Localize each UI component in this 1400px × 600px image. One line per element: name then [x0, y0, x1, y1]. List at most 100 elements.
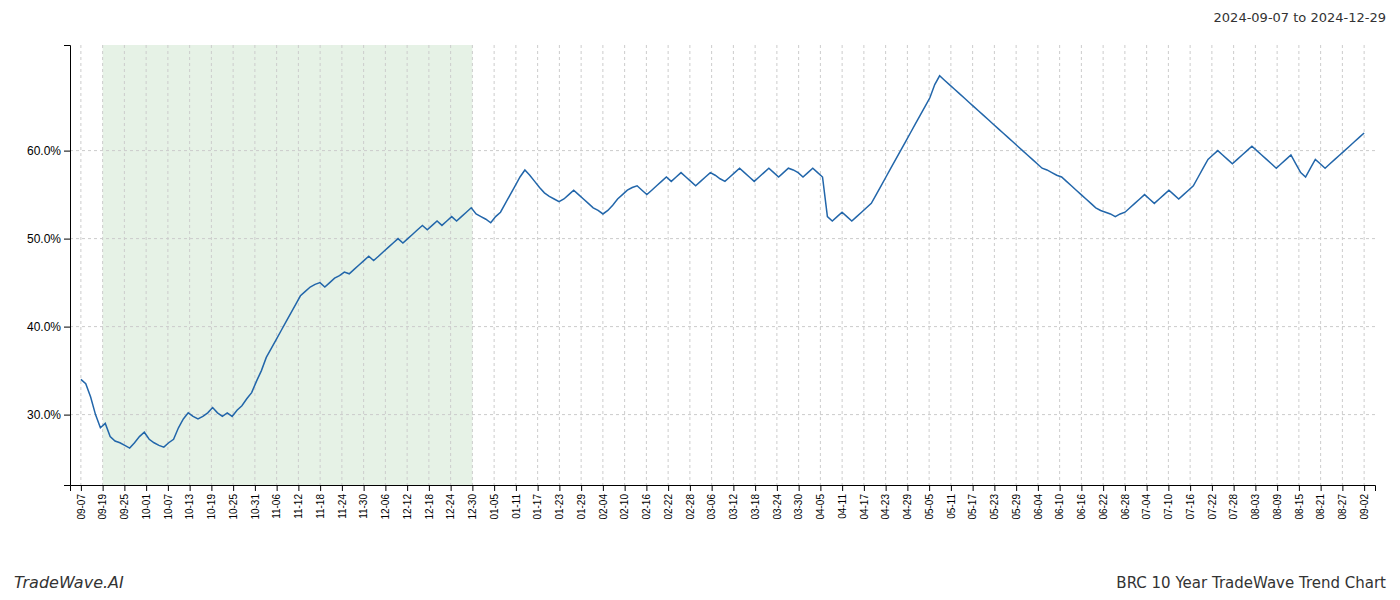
x-tick-mark: [951, 485, 952, 491]
x-grid-line: [450, 45, 451, 485]
x-tick-label: 02-22: [663, 494, 674, 520]
x-tick-label: 12-18: [424, 494, 435, 520]
x-grid-line: [537, 45, 538, 485]
x-tick: 05-11: [946, 485, 957, 519]
x-tick-mark: [625, 485, 626, 491]
x-tick-label: 03-24: [772, 494, 783, 520]
x-grid-line: [167, 45, 168, 485]
x-tick-mark: [820, 485, 821, 491]
x-tick-label: 08-15: [1294, 494, 1305, 520]
x-tick-mark: [1212, 485, 1213, 491]
x-grid-line: [320, 45, 321, 485]
x-grid-line: [929, 45, 930, 485]
x-grid-line: [407, 45, 408, 485]
x-tick-mark: [1081, 485, 1082, 491]
x-grid-line: [820, 45, 821, 485]
x-tick-label: 09-07: [76, 494, 87, 520]
x-tick-label: 07-16: [1185, 494, 1196, 520]
x-tick: 02-16: [641, 485, 652, 520]
x-grid-line: [1298, 45, 1299, 485]
x-tick-mark: [364, 485, 365, 491]
x-tick-mark: [1255, 485, 1256, 491]
trend-line: [81, 76, 1364, 448]
x-grid-line: [1190, 45, 1191, 485]
x-tick-mark: [385, 485, 386, 491]
x-tick-label: 04-23: [880, 494, 891, 520]
x-tick-label: 05-05: [924, 494, 935, 520]
x-tick-label: 12-30: [467, 494, 478, 520]
x-grid-line: [581, 45, 582, 485]
x-tick: 10-07: [163, 485, 174, 520]
x-tick: 09-02: [1359, 485, 1370, 520]
y-grid-line: [70, 414, 1375, 415]
x-tick: 04-29: [902, 485, 913, 520]
x-tick: 02-10: [619, 485, 630, 520]
x-tick-mark: [755, 485, 756, 491]
x-tick-label: 11-30: [358, 494, 369, 519]
x-tick-label: 11-18: [315, 494, 326, 519]
x-grid-line: [755, 45, 756, 485]
x-tick-mark: [429, 485, 430, 491]
x-tick: 08-15: [1294, 485, 1305, 520]
x-tick: 03-30: [793, 485, 804, 520]
x-tick-label: 03-12: [728, 494, 739, 520]
chart: 09-0709-1909-2510-0110-0710-1310-1910-25…: [0, 0, 1400, 600]
x-grid-line: [1059, 45, 1060, 485]
y-tick-mark: [64, 239, 70, 240]
x-tick-mark: [103, 485, 104, 491]
x-tick-label: 11-06: [271, 494, 282, 519]
y-tick-mark: [64, 415, 70, 416]
x-tick-label: 02-16: [641, 494, 652, 520]
x-tick-label: 04-17: [859, 494, 870, 520]
x-tick-label: 07-10: [1163, 494, 1174, 520]
x-grid-line: [885, 45, 886, 485]
x-tick-mark: [1342, 485, 1343, 491]
y-grid-line: [70, 238, 1375, 239]
x-tick-label: 05-23: [989, 494, 1000, 520]
x-grid-line: [711, 45, 712, 485]
x-tick-mark: [603, 485, 604, 491]
x-tick-label: 08-27: [1337, 494, 1348, 520]
x-tick: 02-04: [598, 485, 609, 520]
x-grid-line: [559, 45, 560, 485]
x-tick-mark: [646, 485, 647, 491]
x-grid-line: [602, 45, 603, 485]
x-tick-mark: [320, 485, 321, 491]
x-tick: 09-07: [76, 485, 87, 520]
x-tick: 05-05: [924, 485, 935, 520]
y-tick: 60.0%: [27, 144, 70, 158]
x-tick-mark: [799, 485, 800, 491]
y-grid-line: [70, 150, 1375, 151]
x-tick-label: 04-11: [837, 494, 848, 519]
x-grid-line: [233, 45, 234, 485]
y-axis: 30.0%40.0%50.0%60.0%: [27, 46, 71, 486]
x-grid-line: [1255, 45, 1256, 485]
x-tick-label: 06-04: [1033, 494, 1044, 520]
x-tick: 09-19: [97, 485, 108, 520]
x-tick-mark: [472, 485, 473, 491]
x-grid-line: [1124, 45, 1125, 485]
x-tick-mark: [1277, 485, 1278, 491]
y-grid-line: [70, 326, 1375, 327]
x-tick-label: 12-06: [380, 494, 391, 520]
x-tick-mark: [712, 485, 713, 491]
x-grid-line: [624, 45, 625, 485]
x-tick: 01-17: [532, 485, 543, 520]
x-tick: 05-23: [989, 485, 1000, 520]
x-tick-mark: [1103, 485, 1104, 491]
x-tick-mark: [233, 485, 234, 491]
x-tick: 10-01: [141, 485, 152, 520]
x-tick-label: 01-05: [489, 494, 500, 520]
x-tick-mark: [451, 485, 452, 491]
x-tick: 01-29: [576, 485, 587, 520]
x-tick-mark: [1125, 485, 1126, 491]
x-tick: 09-25: [119, 485, 130, 520]
x-grid-line: [798, 45, 799, 485]
x-tick-label: 04-05: [815, 494, 826, 520]
x-grid-line: [341, 45, 342, 485]
x-tick-mark: [81, 485, 82, 491]
x-tick: 10-13: [184, 485, 195, 520]
x-grid-line: [254, 45, 255, 485]
x-tick-mark: [342, 485, 343, 491]
x-tick: 01-11: [511, 485, 522, 519]
